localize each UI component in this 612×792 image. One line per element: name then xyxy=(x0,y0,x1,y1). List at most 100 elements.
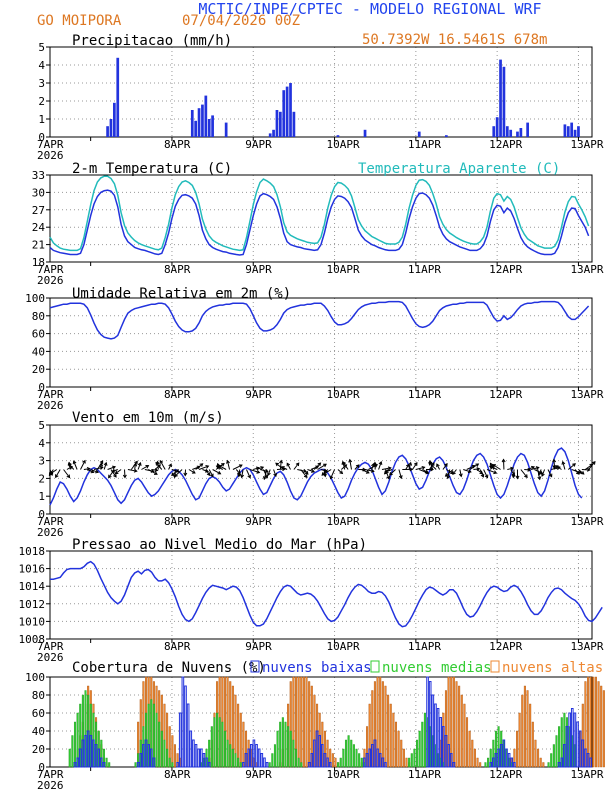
panel-title-wind: Vento em 10m (m/s) xyxy=(72,410,224,426)
wind-arrow xyxy=(507,467,514,470)
low-cloud-bar xyxy=(439,717,443,768)
wind-arrow-head xyxy=(323,463,327,468)
low-cloud-bar xyxy=(102,762,106,768)
mid-cloud-bar xyxy=(223,730,226,768)
low-cloud-bar xyxy=(81,739,85,768)
low-cloud-bar xyxy=(97,748,100,768)
x-tick-label: 13APR xyxy=(570,138,603,151)
wind-arrow xyxy=(349,459,352,470)
high-cloud-bar xyxy=(602,690,605,768)
mid-cloud-bar xyxy=(418,730,421,768)
y-tick-label: 4 xyxy=(38,59,45,72)
low-cloud-bar xyxy=(452,762,456,768)
wind-arrow xyxy=(307,469,315,473)
high-cloud-bar xyxy=(384,685,387,768)
wind-arrow xyxy=(87,469,94,473)
wind-arrow-head xyxy=(304,471,309,475)
high-cloud-bar xyxy=(523,685,526,768)
high-cloud-bar xyxy=(242,721,245,768)
y-tick-label: 24 xyxy=(32,221,46,234)
low-cloud-bar xyxy=(326,757,329,768)
low-cloud-bar xyxy=(194,744,198,768)
high-cloud-bar xyxy=(539,757,542,768)
wind-arrow xyxy=(452,469,457,475)
wind-arrow-head xyxy=(387,466,392,471)
mid-cloud-bar xyxy=(550,753,553,768)
low-cloud-bar xyxy=(578,730,582,768)
low-cloud-bar xyxy=(260,753,264,768)
mid-cloud-bar xyxy=(268,762,271,768)
low-cloud-bar xyxy=(447,744,450,768)
y-tick-label: 40 xyxy=(32,725,45,738)
mid-cloud-bar xyxy=(289,730,292,768)
wind-arrow xyxy=(463,469,472,473)
wind-arrow xyxy=(73,460,78,470)
wind-arrow-head xyxy=(365,470,370,474)
mid-cloud-bar xyxy=(155,712,158,768)
low-cloud-bar xyxy=(573,712,577,768)
wind-arrow xyxy=(530,467,539,470)
wind-arrow-head xyxy=(155,461,160,466)
mid-cloud-bar xyxy=(221,721,224,768)
wind-arrow xyxy=(90,469,99,473)
precip-bar xyxy=(204,95,208,137)
low-cloud-bar xyxy=(365,753,369,768)
low-cloud-bar xyxy=(247,748,250,768)
wind-arrow-head xyxy=(134,460,138,465)
low-cloud-bar xyxy=(510,757,514,768)
wind-arrow-head xyxy=(501,458,506,463)
low-cloud-bar xyxy=(428,681,432,768)
high-cloud-bar xyxy=(389,703,392,768)
low-cloud-bar xyxy=(328,762,332,768)
wind-arrow-head xyxy=(295,462,300,467)
low-cloud-bar xyxy=(86,730,90,768)
wind-arrow-head xyxy=(217,470,222,475)
y-tick-label: 1008 xyxy=(19,633,46,646)
y-tick-label: 4 xyxy=(38,437,45,450)
panel-0: 0 1 2 3 4 5 7APR 8APR 9APR 10APR 11APR 12APR 13APR 20… xyxy=(37,41,604,162)
wind-arrow xyxy=(520,469,528,478)
low-cloud-bar xyxy=(436,708,440,768)
high-cloud-bar xyxy=(458,685,461,768)
low-cloud-bar xyxy=(557,762,561,768)
wind-arrow-head xyxy=(444,463,448,467)
wind-arrow-head xyxy=(171,472,175,476)
x-tick-label: 12APR xyxy=(489,768,522,781)
wind-arrow-head xyxy=(247,474,251,479)
low-cloud-bar xyxy=(84,735,87,768)
low-cloud-bar xyxy=(149,748,153,768)
mid-cloud-bar xyxy=(547,762,550,768)
wind-arrow xyxy=(588,461,596,470)
mid-cloud-bar xyxy=(279,721,282,768)
low-cloud-bar xyxy=(570,708,574,768)
x-tick-label: 8APR xyxy=(164,138,191,151)
wind-arrow-head xyxy=(273,473,278,478)
wind-arrow xyxy=(547,469,553,477)
wind-arrow xyxy=(256,466,264,470)
wind-arrow-head xyxy=(114,470,119,475)
wind-arrow xyxy=(330,469,336,479)
wind-arrow-head xyxy=(524,474,528,479)
wind-arrow xyxy=(293,462,300,470)
mid-cloud-bar xyxy=(210,726,213,768)
high-cloud-bar xyxy=(452,676,455,768)
x-tick-label: 9APR xyxy=(245,768,272,781)
wind-arrow-head xyxy=(510,466,515,471)
y-tick-label: 60 xyxy=(32,707,45,720)
mid-cloud-bar xyxy=(160,730,163,768)
wind-arrow xyxy=(492,464,501,470)
wind-arrow-head xyxy=(452,471,456,476)
wind-arrow xyxy=(555,465,562,470)
x-tick-label: 11APR xyxy=(408,640,441,653)
precip-bar xyxy=(113,102,116,137)
wind-arrow xyxy=(232,464,243,470)
wind-arrow-head xyxy=(82,459,86,464)
mid-cloud-bar xyxy=(487,757,490,768)
wind-arrow xyxy=(469,463,479,470)
wind-arrow xyxy=(562,461,566,470)
x-tick-label: 12APR xyxy=(489,263,522,276)
wind-arrow-head xyxy=(210,473,214,478)
wind-arrow-head xyxy=(215,465,220,470)
mid-cloud-bar xyxy=(555,735,558,768)
